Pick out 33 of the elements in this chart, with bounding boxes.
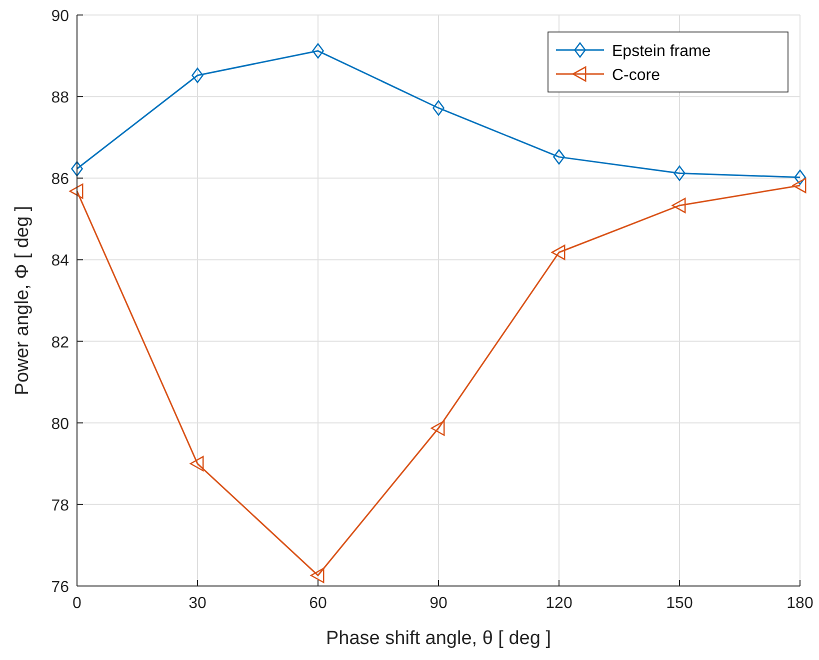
y-tick-label: 76 [51, 579, 70, 596]
point [792, 178, 806, 194]
legend-label: C-core [612, 67, 660, 84]
point [551, 244, 566, 260]
point [432, 100, 444, 116]
y-tick-label: 88 [51, 90, 70, 107]
y-tick-label: 82 [51, 334, 70, 352]
x-tick-label: 180 [786, 595, 814, 612]
point [310, 568, 324, 584]
x-tick-label: 120 [546, 595, 572, 612]
x-tick-label: 60 [309, 595, 327, 612]
point [69, 184, 84, 199]
x-tick-label: 150 [666, 595, 693, 612]
x-tick-label: 90 [430, 595, 448, 612]
point [192, 68, 204, 84]
point [71, 161, 83, 176]
legend-label: Epstein frame [612, 43, 711, 60]
y-tick-label: 78 [51, 497, 70, 514]
x-axis-title: Phase shift angle, θ [ deg ] [326, 628, 551, 649]
point [430, 420, 445, 436]
point [553, 149, 565, 165]
point [794, 170, 806, 185]
y-tick-label: 80 [51, 416, 70, 433]
y-tick-label: 90 [51, 8, 70, 25]
y-tick-label: 86 [51, 171, 70, 188]
x-tick-label: 0 [72, 595, 82, 612]
point [674, 166, 686, 181]
y-tick-label: 84 [51, 252, 70, 270]
x-tick-label: 30 [188, 595, 206, 612]
point [672, 198, 686, 214]
y-axis-title: Power angle, Φ [ deg ] [12, 206, 33, 396]
point [312, 43, 324, 59]
point [190, 456, 204, 472]
